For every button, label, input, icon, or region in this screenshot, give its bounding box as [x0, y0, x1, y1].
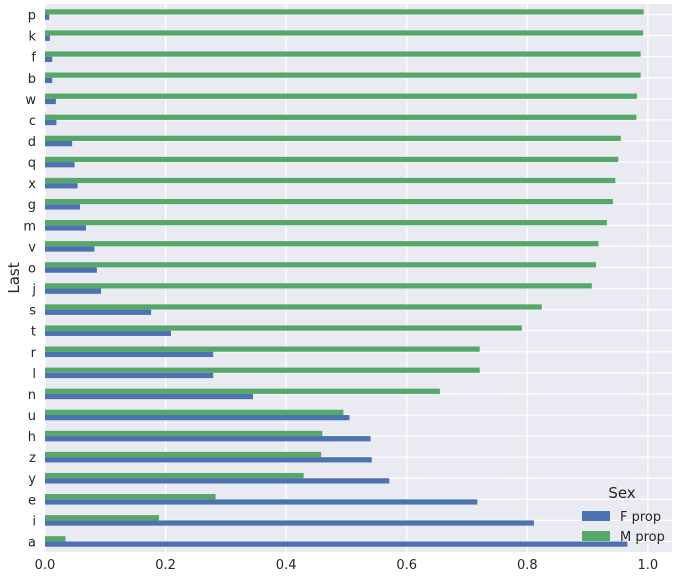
- x-tick-label: 0.2: [155, 558, 176, 573]
- bar-f-prop-s: [45, 309, 152, 315]
- bar-m-prop-u: [45, 409, 344, 415]
- bar-f-prop-r: [45, 351, 214, 358]
- bar-m-prop-t: [45, 325, 522, 331]
- y-tick-label: p: [28, 9, 36, 24]
- bar-f-prop-q: [45, 162, 75, 168]
- legend-title: Sex: [608, 484, 635, 502]
- bar-m-prop-o: [45, 262, 597, 268]
- bar-f-prop-i: [45, 520, 534, 526]
- y-tick-label: u: [28, 409, 36, 424]
- bar-m-prop-i: [45, 515, 159, 521]
- y-tick-label: n: [28, 388, 36, 403]
- y-tick-label: f: [31, 51, 36, 66]
- bar-m-prop-q: [45, 156, 619, 163]
- bar-f-prop-w: [45, 98, 56, 105]
- bar-f-prop-d: [45, 141, 73, 147]
- y-tick-label: q: [28, 156, 36, 171]
- y-tick-label: i: [32, 514, 36, 529]
- bar-m-prop-k: [45, 30, 644, 36]
- legend-label: F prop: [620, 510, 661, 525]
- bar-m-prop-j: [45, 283, 592, 289]
- bar-f-prop-p: [45, 14, 50, 20]
- x-tick-labels: 0.0 0.2 0.4 0.6 0.8 1.0: [35, 558, 659, 573]
- bar-f-prop-z: [45, 457, 372, 463]
- bar-f-prop-e: [45, 499, 478, 505]
- bar-m-prop-b: [45, 72, 641, 78]
- bar-f-prop-k: [45, 35, 50, 41]
- y-axis-label: Last: [5, 262, 23, 293]
- bar-m-prop-d: [45, 135, 621, 141]
- bar-f-prop-h: [45, 436, 371, 442]
- bar-f-prop-u: [45, 415, 350, 421]
- bar-m-prop-r: [45, 346, 480, 352]
- y-tick-label: k: [28, 30, 36, 45]
- y-tick-label: t: [31, 325, 36, 340]
- bar-f-prop-t: [45, 330, 172, 336]
- bar-m-prop-l: [45, 367, 480, 373]
- bar-m-prop-v: [45, 241, 599, 247]
- y-tick-label: v: [28, 240, 36, 255]
- bar-f-prop-a: [45, 541, 628, 547]
- bar-f-prop-m: [45, 225, 86, 231]
- legend-label: M prop: [620, 530, 665, 545]
- y-tick-label: s: [29, 304, 36, 319]
- y-tick-label: o: [28, 261, 36, 276]
- bars: [45, 9, 644, 547]
- y-tick-label: m: [23, 219, 36, 234]
- bar-m-prop-c: [45, 114, 637, 120]
- y-tick-label: w: [25, 93, 36, 108]
- bar-m-prop-n: [45, 388, 440, 394]
- x-tick-label: 0.0: [35, 558, 56, 573]
- x-tick-label: 0.4: [276, 558, 297, 573]
- bar-f-prop-c: [45, 119, 57, 126]
- y-tick-label: d: [28, 135, 36, 150]
- bar-m-prop-p: [45, 9, 644, 15]
- y-tick-label: a: [28, 535, 36, 550]
- bar-f-prop-o: [45, 267, 97, 273]
- x-tick-label: 0.8: [517, 558, 538, 573]
- bar-m-prop-w: [45, 93, 638, 99]
- y-tick-label: x: [28, 177, 36, 192]
- y-tick-label: b: [28, 72, 36, 87]
- bar-m-prop-e: [45, 494, 216, 500]
- bar-f-prop-j: [45, 288, 102, 294]
- bar-f-prop-v: [45, 246, 95, 252]
- bar-m-prop-g: [45, 198, 613, 205]
- bar-f-prop-l: [45, 372, 214, 379]
- x-tick-label: 1.0: [638, 558, 659, 573]
- y-tick-label: c: [29, 114, 36, 129]
- bar-m-prop-y: [45, 472, 304, 479]
- plot-background: [45, 4, 672, 552]
- bar-m-prop-z: [45, 451, 322, 458]
- bar-m-prop-f: [45, 51, 641, 57]
- y-tick-label: r: [31, 346, 37, 361]
- y-tick-label: e: [28, 493, 36, 508]
- x-tick-label: 0.6: [396, 558, 417, 573]
- bar-m-prop-s: [45, 304, 542, 310]
- bar-f-prop-f: [45, 56, 53, 62]
- legend-swatch-f-prop: [582, 511, 610, 521]
- y-tick-label: z: [29, 451, 36, 466]
- y-tick-label: j: [31, 283, 36, 298]
- bar-f-prop-y: [45, 478, 390, 484]
- bar-f-prop-b: [45, 77, 53, 84]
- bar-m-prop-a: [45, 536, 66, 542]
- bar-f-prop-x: [45, 183, 78, 189]
- bar-m-prop-m: [45, 220, 607, 226]
- bar-m-prop-x: [45, 177, 616, 184]
- legend-swatch-m-prop: [582, 531, 610, 541]
- y-tick-label: y: [28, 472, 36, 487]
- y-tick-label: l: [32, 367, 36, 382]
- bar-f-prop-g: [45, 204, 80, 210]
- legend: Sex F prop M prop: [582, 484, 665, 545]
- y-tick-label: h: [28, 430, 36, 445]
- bar-m-prop-h: [45, 430, 323, 437]
- y-tick-label: g: [28, 198, 36, 213]
- bar-f-prop-n: [45, 393, 253, 400]
